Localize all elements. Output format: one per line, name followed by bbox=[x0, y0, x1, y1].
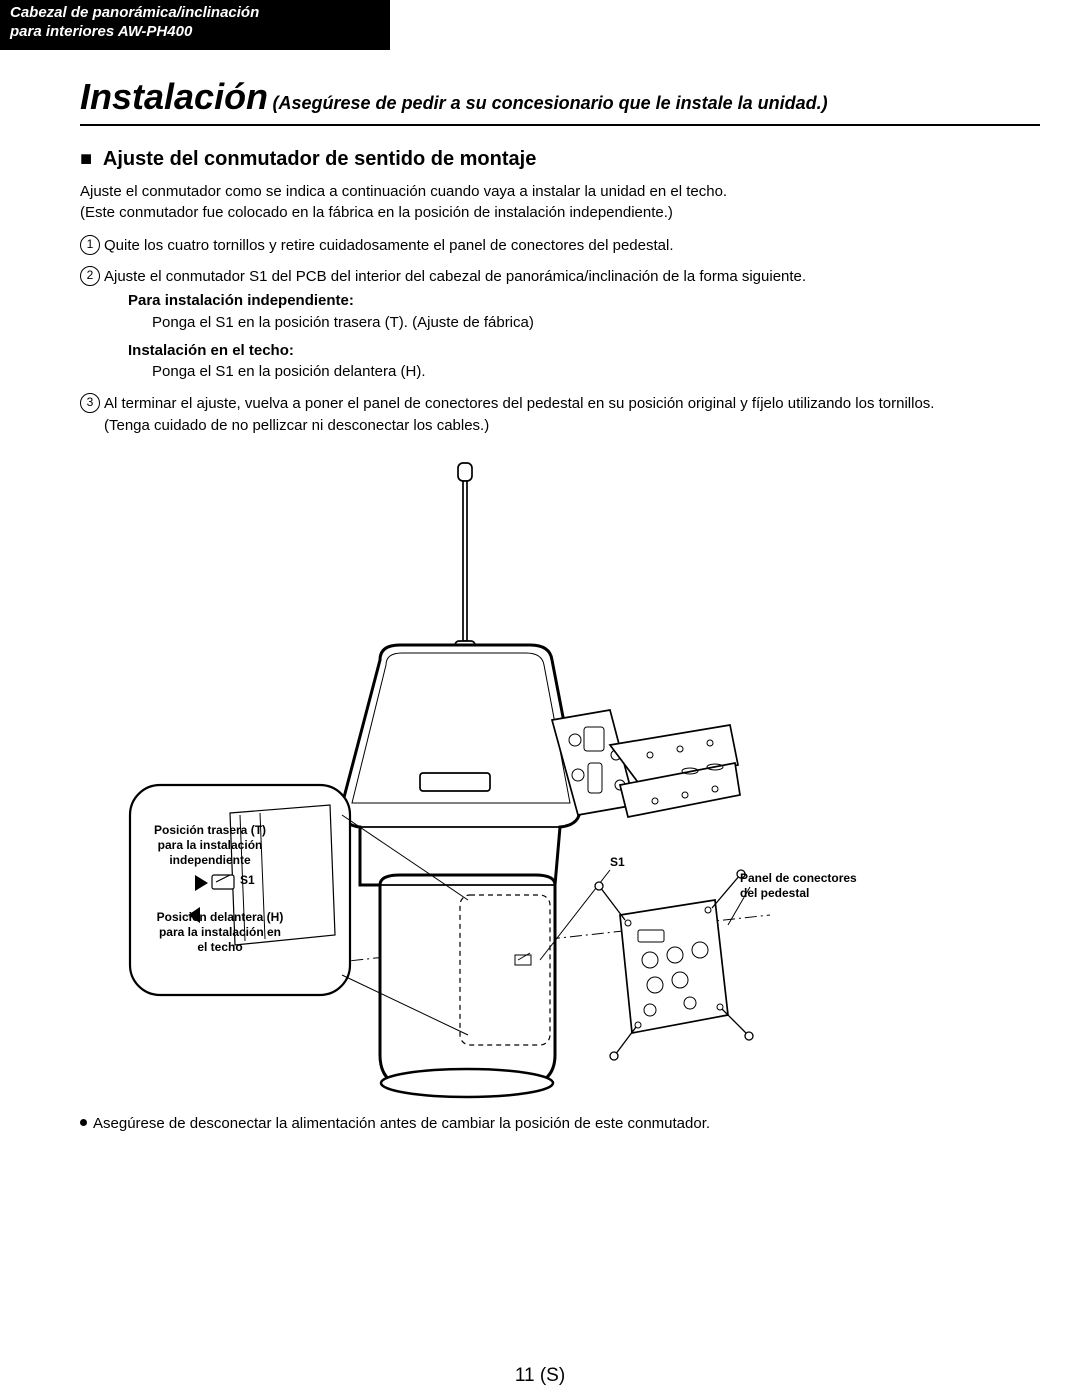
page-title: Instalación bbox=[80, 76, 268, 117]
installation-diagram: Posición trasera (T) para la instalación… bbox=[80, 455, 1040, 1105]
step-list: 1 Quite los cuatro tornillos y retire cu… bbox=[80, 235, 1040, 437]
content-area: Instalación (Asegúrese de pedir a su con… bbox=[0, 50, 1080, 1132]
section-heading-text: Ajuste del conmutador de sentido de mont… bbox=[103, 148, 536, 170]
step-number-icon: 1 bbox=[80, 235, 100, 255]
page-subtitle: (Asegúrese de pedir a su concesionario q… bbox=[273, 93, 828, 113]
callout-front-position: Posición delantera (H) para la instalaci… bbox=[140, 910, 300, 955]
s1-label-right: S1 bbox=[610, 855, 625, 869]
warning-note: Asegúrese de desconectar la alimentación… bbox=[80, 1115, 1040, 1132]
callout-connector-panel: Panel de conectores del pedestal bbox=[740, 871, 857, 901]
section-heading: ■ Ajuste del conmutador de sentido de mo… bbox=[80, 148, 1040, 171]
product-header: Cabezal de panorámica/inclinación para i… bbox=[0, 0, 390, 50]
page: Cabezal de panorámica/inclinación para i… bbox=[0, 0, 1080, 1399]
step-1: 1 Quite los cuatro tornillos y retire cu… bbox=[80, 235, 1040, 257]
page-number: 11 (S) bbox=[0, 1365, 1080, 1387]
step-3: 3 Al terminar el ajuste, vuelva a poner … bbox=[80, 393, 1040, 437]
step-2-sub-2: Instalación en el techo: Ponga el S1 en … bbox=[128, 340, 1040, 384]
header-line2: para interiores AW-PH400 bbox=[10, 23, 192, 40]
header-line1: Cabezal de panorámica/inclinación bbox=[10, 4, 259, 21]
step-number-icon: 3 bbox=[80, 393, 100, 413]
intro-paragraph: Ajuste el conmutador como se indica a co… bbox=[80, 181, 1040, 223]
step-2-sub-1: Para instalación independiente: Ponga el… bbox=[128, 290, 1040, 334]
step-number-icon: 2 bbox=[80, 266, 100, 286]
callout-rear-position: Posición trasera (T) para la instalación… bbox=[140, 823, 280, 868]
page-title-row: Instalación (Asegúrese de pedir a su con… bbox=[80, 76, 1040, 126]
bullet-icon bbox=[80, 1119, 87, 1126]
diagram-svg bbox=[80, 455, 1040, 1105]
s1-label-left: S1 bbox=[240, 873, 255, 887]
section-marker-icon: ■ bbox=[80, 148, 92, 170]
step-2: 2 Ajuste el conmutador S1 del PCB del in… bbox=[80, 266, 1040, 383]
